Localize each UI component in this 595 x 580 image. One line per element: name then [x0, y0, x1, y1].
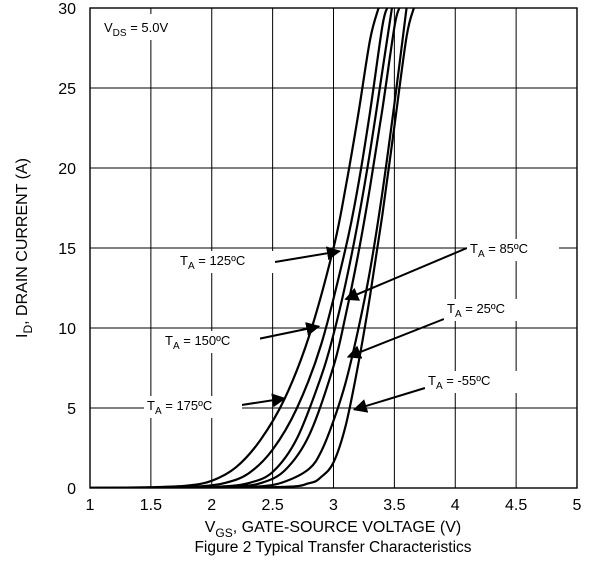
y-tick-label: 30 [58, 1, 76, 18]
annotation-label: TA = 25ºC [447, 301, 505, 320]
series-line [90, 8, 415, 488]
y-tick-label: 20 [58, 161, 76, 178]
annotation-label-bg [467, 239, 559, 261]
figure-caption: Figure 2 Typical Transfer Characteristic… [194, 539, 471, 556]
series-annotation: TA = -55ºC [352, 371, 517, 413]
annotation-label: TA = 150ºC [165, 333, 230, 352]
annotation-arrow [346, 318, 445, 359]
y-tick-label: 5 [67, 401, 76, 418]
plot-frame [89, 7, 578, 489]
annotation-label-bg [444, 299, 536, 321]
x-axis-label: VGS, GATE-SOURCE VOLTAGE (V) [205, 519, 461, 540]
x-tick-label: 3.5 [383, 497, 405, 514]
annotation-label: TA = 125ºC [180, 253, 245, 272]
condition-label: VDS = 5.0V [98, 14, 194, 40]
series-annotation: TA = 125ºC [177, 246, 341, 273]
annotation-arrow [352, 387, 426, 413]
series-annotation: TA = 25ºC [346, 299, 536, 359]
x-tick-label: 4.5 [505, 497, 527, 514]
x-tick-label: 1.5 [140, 497, 162, 514]
series-annotation: TA = 150ºC [162, 322, 321, 353]
series-annotation: TA = 175ºC [144, 393, 287, 418]
y-tick-label: 0 [67, 481, 76, 498]
condition-label-bg [98, 14, 194, 40]
x-tick-label: 2.5 [262, 497, 284, 514]
annotation-label: TA = 85ºC [470, 241, 528, 260]
condition-text: VDS = 5.0V [104, 20, 168, 39]
series-line [90, 8, 380, 488]
series-annotations: TA = 125ºC TA = 85ºC TA = 150ºC TA = 25ºC TA… [144, 239, 559, 418]
x-tick-labels: 1 1.5 2 2.5 3 3.5 4 4.5 5 [86, 497, 582, 514]
annotation-arrow [274, 246, 341, 263]
annotation-arrow [234, 393, 287, 408]
annotation-label: TA = 175ºC [147, 398, 212, 417]
y-axis-label: ID, DRAIN CURRENT (A) [14, 158, 35, 338]
x-tick-label: 1 [86, 497, 95, 514]
x-tick-label: 3 [329, 497, 338, 514]
x-tick-label: 2 [207, 497, 216, 514]
y-tick-label: 25 [58, 81, 76, 98]
x-tick-label: 4 [451, 497, 460, 514]
series-curves [90, 8, 415, 488]
annotation-label-bg [144, 396, 242, 418]
annotation-arrow [252, 322, 321, 341]
annotation-label-bg [162, 331, 260, 353]
y-tick-labels: 0 5 10 15 20 25 30 [58, 1, 76, 498]
annotation-arrow [344, 247, 468, 301]
annotation-label: TA = -55ºC [428, 373, 490, 392]
series-annotation: TA = 85ºC [344, 239, 559, 301]
x-tick-label: 5 [573, 497, 582, 514]
annotation-label-bg [177, 251, 275, 273]
annotation-label-bg [425, 371, 517, 393]
y-tick-label: 15 [58, 241, 76, 258]
y-tick-label: 10 [58, 321, 76, 338]
